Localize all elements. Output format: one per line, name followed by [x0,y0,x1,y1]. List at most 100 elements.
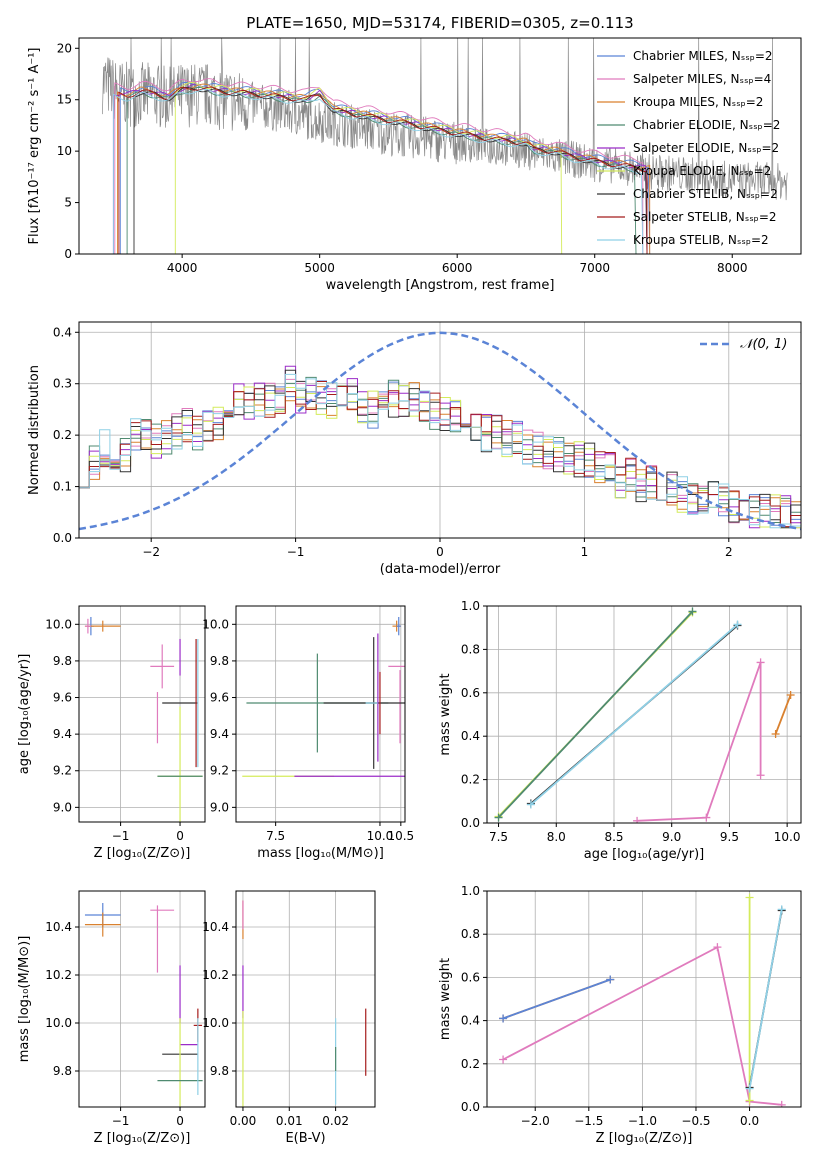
x-tick-label: 8000 [717,261,748,275]
y-tick-label: 9.0 [210,800,229,814]
x-tick-label: 8.0 [547,830,566,844]
x-tick-label: 9.5 [720,830,739,844]
x-tick-label: −2.0 [521,1114,550,1128]
y-axis-label: mass weight [438,958,453,1040]
x-tick-label: 5000 [304,261,335,275]
model-spectrum-line [112,88,644,254]
plus-marker [777,1100,786,1107]
y-tick-label: 9.0 [53,800,72,814]
legend-label: Kroupa MILES, Nₛₛₚ=2 [633,95,763,109]
plus-marker [499,1055,508,1064]
x-tick-label: −1.0 [628,1114,657,1128]
plus-marker [633,816,642,823]
plus-marker [786,690,795,699]
x-tick-label: 7000 [579,261,610,275]
x-tick-label: 0.0 [740,1114,759,1128]
x-tick-label: 0 [176,829,184,843]
x-tick-label: 7.5 [266,829,285,843]
y-tick-label: 0.0 [461,816,480,830]
y-tick-label: 9.4 [53,727,72,741]
y-axis-label: mass [log₁₀(M/M⊙)] [17,936,32,1063]
age-vs-metallicity-plot: −1 0 9.0 9.2 9.4 9.6 9.8 10.0 Z [log₁₀(Z/Z⊙)] age… [17,605,206,861]
plot-area [79,331,801,531]
plot-area [84,616,203,822]
y-tick-label: 10.0 [45,1016,72,1030]
y-tick-label: 0.4 [53,325,72,339]
x-tick-label: 10.5 [387,829,414,843]
legend-label: Salpeter STELIB, Nₛₛₚ=2 [633,210,777,224]
model-spectrum-line [119,82,651,254]
plus-marker [606,975,615,984]
legend-label: Chabrier STELIB, Nₛₛₚ=2 [633,187,778,201]
x-tick-label: 0.01 [276,1114,303,1128]
y-tick-label: 9.6 [210,691,229,705]
x-axis-label: E(B-V) [285,1131,325,1146]
mass-weight-vs-metallicity-plot: −2.0 −1.5 −1.0 −0.5 0.0 0.0 0.2 0.4 0.6 0.8 1.0 Z [… [438,884,802,1146]
mass-weight-vs-age-plot: 7.5 8.0 8.5 9.0 9.5 10.0 0.0 0.2 0.4 0.6 0.8 1.0 age… [438,599,802,862]
plus-marker [756,658,765,667]
y-tick-label: 20 [57,41,72,55]
y-tick-label: 9.8 [53,654,72,668]
x-tick-label: 8.5 [604,830,623,844]
y-axis-label: Normed distribution [27,365,42,495]
y-tick-label: 1.0 [461,884,480,898]
legend-label: 𝒩(0, 1) [740,337,787,352]
y-tick-label: 10.2 [45,968,72,982]
x-tick-label: 0.00 [230,1114,257,1128]
error-bar-point [84,618,91,634]
y-tick-label: 0.8 [461,927,480,941]
x-tick-label: 10.0 [774,830,801,844]
mass-weight-line [502,945,782,1106]
y-tick-label: 0.0 [53,531,72,545]
y-tick-label: 0.2 [461,1057,480,1071]
y-tick-label: 9.4 [210,727,229,741]
legend-label: Chabrier MILES, Nₛₛₚ=2 [633,49,773,63]
x-tick-label: −1 [112,829,130,843]
x-axis-label: Z [log₁₀(Z/Z⊙)] [94,846,191,861]
model-spectrum-line [114,78,644,254]
normal-distribution-curve [79,331,801,531]
plus-marker [745,893,754,902]
legend-label: Kroupa ELODIE, Nₛₛₚ=2 [633,164,771,178]
y-axis-label: mass weight [438,673,453,755]
mass-weight-line [502,978,611,1020]
y-tick-label: 0.6 [461,970,480,984]
x-tick-label: 0 [176,1114,184,1128]
axes-frame [78,37,802,255]
x-tick-label: 10.0 [367,829,394,843]
legend-label: Chabrier ELODIE, Nₛₛₚ=2 [633,118,780,132]
y-tick-label: 9.8 [210,1064,229,1078]
y-tick-label: 5 [64,196,72,210]
plus-marker [756,771,765,780]
y-tick-label: 9.2 [53,764,72,778]
x-tick-label: 9.0 [662,830,681,844]
x-tick-label: −0.5 [681,1114,710,1128]
plus-marker [494,813,503,822]
y-tick-label: 9.2 [210,764,229,778]
mass-weight-line [774,694,792,735]
y-tick-label: 0.0 [461,1100,480,1114]
y-tick-label: 9.6 [53,691,72,705]
error-bar-point [84,912,121,937]
model-spectrum-line [174,82,563,254]
model-spectrum-line [126,86,637,254]
x-axis-label: Z [log₁₀(Z/Z⊙)] [596,1131,693,1146]
y-tick-label: 10.4 [202,920,229,934]
axes-frame [78,605,206,823]
mass-weight-line [748,909,783,1089]
plus-marker [745,1084,754,1093]
mass-weight-line [530,623,739,806]
mass-weight-line [497,610,694,819]
y-tick-label: 0.1 [53,480,72,494]
axes-frame [235,605,406,823]
y-tick-label: 10.0 [45,617,72,631]
y-tick-label: 10.0 [202,617,229,631]
plus-marker [499,1014,508,1023]
plot-area [242,900,367,1107]
x-axis-label: age [log₁₀(age/yr)] [584,847,705,862]
x-axis-label: Z [log₁₀(Z/Z⊙)] [94,1131,191,1146]
mass-vs-ebv-plot: 0.00 0.01 0.02 9.8 10.0 10.2 10.4 E(B-V) [202,890,376,1146]
y-tick-label: 0.2 [461,773,480,787]
legend-label: Salpeter ELODIE, Nₛₛₚ=2 [633,141,779,155]
